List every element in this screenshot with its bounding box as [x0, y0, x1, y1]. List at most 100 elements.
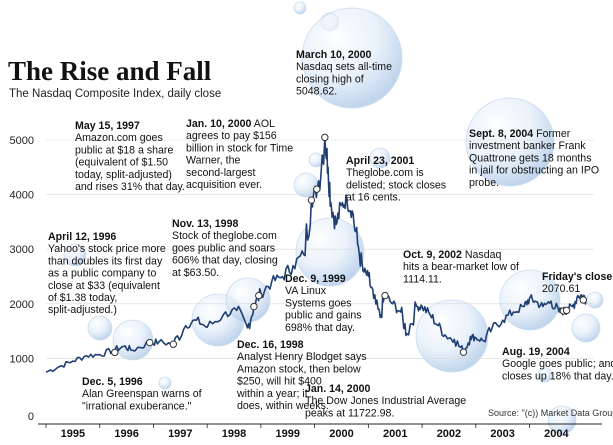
y-tick-0: 0	[28, 411, 34, 423]
annotation-line: at $63.50.	[172, 267, 219, 279]
annotation-line: as a public company to	[48, 268, 156, 280]
annotation-line: public at $18 a share	[75, 144, 173, 156]
annotation-date-rest: Former	[533, 128, 571, 140]
annotation-line: 606% that day, closing	[172, 255, 278, 267]
annotation-april-23-2001: April 23, 2001 Theglobe.com is delisted; s…	[346, 155, 446, 204]
annotation-line: 698% that day.	[285, 322, 355, 334]
annotation-date-rest: Nasdaq	[462, 249, 502, 261]
annotation-line: investment banker Frank	[469, 140, 586, 152]
annotation-line: probe.	[469, 177, 499, 189]
bubble-11	[586, 291, 604, 309]
annotation-line: split-adjusted.)	[48, 304, 117, 316]
annotation-line: Stock of theglobe.com	[172, 230, 277, 242]
annotation-text-oct-9-2002: Oct. 9, 2002 Nasdaq hits a bear-market lo…	[403, 249, 519, 285]
annotation-jan-14-2000: Jan. 14, 2000 The Dow Jones Industrial Av…	[305, 383, 466, 419]
annotation-line: (equivalent of $1.50	[75, 157, 168, 169]
bubble-0	[293, 1, 307, 15]
annotation-line: at 16 cents.	[346, 192, 401, 204]
annotation-line: Amazon.com goes	[75, 132, 163, 144]
annotation-line: Amazon stock, then below	[237, 363, 361, 375]
x-tick-2002: 2002	[437, 428, 461, 440]
annotation-text-fridays-close: Friday's close: 2070.61	[542, 271, 613, 295]
annotation-text-april-23-2001: April 23, 2001 Theglobe.com is delisted; s…	[346, 155, 446, 204]
annotation-date: Dec. 9, 1999	[285, 273, 346, 285]
x-tick-1997: 1997	[168, 428, 192, 440]
bubble-2	[301, 7, 403, 109]
annotation-fridays-close: Friday's close: 2070.61	[542, 271, 613, 295]
annotation-dec-9-1999: Dec. 9, 1999 VA Linux Systems goes public a…	[285, 273, 362, 334]
annotation-date: March 10, 2000	[296, 49, 371, 61]
annotation-text-march-10-2000: March 10, 2000 Nasdaq sets all-time closin…	[296, 49, 392, 98]
event-marker-6	[313, 185, 321, 193]
annotation-line: peaks at 11722.98.	[305, 407, 394, 419]
event-marker-3	[250, 302, 258, 311]
y-tick-4000: 4000	[10, 190, 34, 202]
annotation-date: Jan. 14, 2000	[305, 383, 370, 395]
annotation-oct-9-2002: Oct. 9, 2002 Nasdaq hits a bear-market lo…	[403, 249, 519, 285]
bubble-10	[571, 313, 601, 343]
annotation-line: Nasdaq sets all-time	[296, 61, 392, 73]
annotation-line: billion in stock for Time	[186, 142, 293, 154]
annotation-line: Yahoo's stock price more	[48, 243, 166, 255]
annotation-line: close at $33 (equivalent	[48, 280, 160, 292]
annotation-line: today, split-adjusted)	[75, 169, 172, 181]
bubble-7	[87, 315, 113, 341]
annotation-line: does, within weeks.	[237, 400, 329, 412]
annotation-line: Warner, the	[186, 155, 240, 167]
axes: 0 1000 2000 3000 4000 5000 1995 1996 1997 1998 199…	[10, 135, 602, 440]
annotation-text-jan-14-2000: Jan. 14, 2000 The Dow Jones Industrial Av…	[305, 383, 466, 419]
annotation-date: Sept. 8, 2004	[469, 128, 533, 140]
annotation-line: within a year; it	[236, 388, 308, 400]
annotation-date: Friday's close:	[542, 271, 613, 283]
annotation-text-may-15-1997: May 15, 1997 Amazon.com goes public at $18…	[75, 120, 185, 193]
annotation-line: Alan Greenspan warns of	[82, 388, 202, 400]
y-tick-1000: 1000	[10, 353, 34, 365]
annotation-date: Jan. 10, 2000	[186, 118, 251, 130]
annotation-date-rest: AOL	[251, 118, 275, 130]
annotation-line: agrees to pay $156	[186, 130, 277, 142]
annotation-april-12-1996: April 12, 1996 Yahoo's stock price more th…	[48, 231, 166, 316]
annotation-date: Dec. 5, 1996	[82, 376, 143, 388]
annotation-line: 2070.61	[542, 283, 580, 295]
bubble-17	[547, 405, 577, 435]
annotation-line: than doubles its first day	[48, 255, 163, 267]
annotation-text-dec-16-1998: Dec. 16, 1998 Analyst Henry Blodget says A…	[236, 339, 367, 412]
annotation-line: second-largest	[186, 167, 256, 179]
y-tick-5000: 5000	[10, 135, 34, 147]
annotation-text-nov-13-1998: Nov. 13, 1998 Stock of theglobe.com goes p…	[172, 218, 278, 279]
x-tick-2000: 2000	[329, 428, 353, 440]
annotation-dec-5-1996: Dec. 5, 1996 Alan Greenspan warns of "irra…	[82, 376, 202, 412]
x-tick-1998: 1998	[222, 428, 246, 440]
annotation-text-april-12-1996: April 12, 1996 Yahoo's stock price more th…	[48, 231, 166, 316]
x-tick-2004: 2004	[544, 428, 569, 440]
annotation-text-dec-9-1999: Dec. 9, 1999 VA Linux Systems goes public a…	[285, 273, 362, 334]
event-marker-2	[169, 340, 178, 348]
event-marker-5	[307, 196, 316, 204]
annotation-line: Theglobe.com is	[346, 167, 424, 179]
annotation-date: Aug. 19, 2004	[502, 346, 570, 358]
annotation-date: May 15, 1997	[75, 120, 140, 132]
series-layer	[45, 136, 587, 373]
event-marker-1	[145, 338, 154, 347]
x-tick-1996: 1996	[114, 428, 138, 440]
annotation-line: Quattrone gets 18 months	[469, 152, 592, 164]
bubble-16	[158, 376, 172, 390]
annotation-line: delisted; stock closes	[346, 179, 446, 191]
annotation-line: in jail for obstructing an IPO	[469, 165, 599, 177]
bubble-15	[537, 367, 553, 383]
annotation-line: Analyst Henry Blodget says	[237, 351, 367, 363]
event-marker-7	[321, 133, 329, 142]
bubble-6	[112, 319, 154, 361]
annotation-line: "irrational exuberance."	[82, 400, 192, 412]
annotation-text-dec-5-1996: Dec. 5, 1996 Alan Greenspan warns of "irra…	[82, 376, 202, 412]
annotation-text-jan-10-2000: Jan. 10, 2000 AOL agrees to pay $156 billi…	[186, 118, 293, 191]
x-tick-2001: 2001	[383, 428, 407, 440]
annotation-line: 1114.11.	[403, 273, 442, 285]
event-marker-11	[562, 306, 571, 315]
chart-title: The Rise and Fall	[8, 56, 212, 86]
bubble-4	[465, 97, 555, 187]
annotation-dec-16-1998: Dec. 16, 1998 Analyst Henry Blodget says A…	[236, 339, 367, 412]
annotation-line: of $1.38 today,	[48, 292, 117, 304]
